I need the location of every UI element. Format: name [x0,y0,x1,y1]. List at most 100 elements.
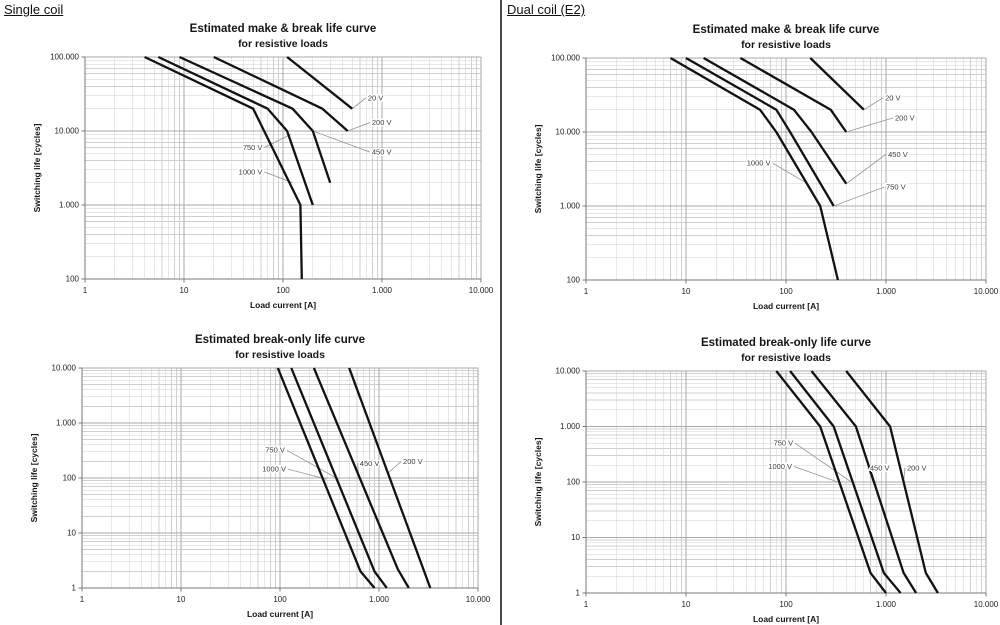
leader-line-750-v [794,442,852,483]
annotation-leaders [264,97,371,184]
chart-single-coil-make-break: 20 V 200 V 450 V 750 V 1000 V 1 10 100 1.000 10.0… [32,23,494,310]
y-tick-label: 1 [72,584,77,593]
y-tick-label: 10 [571,533,580,542]
x-tick-label: 10.000 [974,600,999,609]
x-tick-label: 100 [276,286,290,295]
y-tick-label: 100 [567,276,581,285]
chart-dual-coil-make-break: 20 V 200 V 450 V 750 V 1000 V 1 10 100 1.000 10.0… [533,24,999,311]
x-tick-label: 10 [177,595,186,604]
x-tick-label: 1.000 [876,600,897,609]
chart-dual-coil-break-only: 750 V 1000 V 450 V 200 V 1 10 100 1.000 10.000 1 1… [533,337,999,624]
curve-450-v [810,370,918,594]
x-tick-label: 1 [584,600,589,609]
x-tick-label: 1 [584,287,589,296]
curve-750-v [290,367,388,589]
x-tick-label: 1.000 [372,286,393,295]
curve-750-v [685,57,835,207]
curve-200-v [845,370,939,594]
leader-line-200-v [846,117,894,133]
y-axis-title: Switching life [cycles] [533,437,543,526]
leader-line-200-v [388,461,402,474]
axes [582,370,987,597]
curve-450-v [179,55,332,184]
x-axis-title: Load current [A] [247,609,313,619]
series-label-200-v: 200 V [403,457,423,466]
leader-line-20-v [351,97,367,110]
curve-450-v [312,367,410,589]
series-label-200-v: 200 V [372,118,392,127]
curve-1000-v [775,370,887,594]
series-label-750-v: 750 V [886,183,906,192]
series-label-450-v: 450 V [870,463,890,472]
curves [775,370,939,594]
x-axis-title: Load current [A] [250,300,316,310]
x-tick-label: 1 [83,286,88,295]
x-tick-label: 1.000 [369,595,390,604]
leader-line-750-v [833,186,885,207]
chart-title: Estimated break-only life curve [195,334,365,346]
series-label-200-v: 200 V [895,113,915,122]
x-tick-label: 1.000 [876,287,897,296]
chart-title: Estimated break-only life curve [701,337,871,349]
annotation-leaders [286,449,402,480]
leader-line-1000-v [287,468,327,480]
y-axis-title: Switching life [cycles] [29,433,39,522]
y-tick-label: 1.000 [560,202,581,211]
leader-line-1000-v [772,162,808,185]
series-label-200-v: 200 V [907,463,927,472]
curve-200-v [213,55,349,132]
chart-title: Estimated make & break life curve [190,23,377,35]
series-label-20-v: 20 V [368,93,383,102]
chart-subtitle: for resistive loads [235,349,325,361]
y-tick-label: 100 [66,275,80,284]
y-tick-label: 10.000 [55,127,80,136]
y-tick-label: 100.000 [551,54,580,63]
x-axis-title: Load current [A] [753,614,819,624]
chart-subtitle: for resistive loads [741,39,831,51]
curve-200-v [739,57,848,133]
leader-line-200-v [347,122,371,132]
curve-200-v [348,367,432,589]
leader-line-20-v [863,97,884,111]
curve-1000-v [144,55,303,280]
x-tick-label: 10.000 [469,286,494,295]
y-tick-label: 100.000 [50,53,79,62]
axes [582,57,987,284]
x-tick-label: 10.000 [466,595,491,604]
x-tick-label: 1 [80,595,85,604]
x-tick-label: 100 [779,600,793,609]
leader-line-450-v [845,153,887,185]
x-tick-label: 100 [779,287,793,296]
series-label-750-v: 750 V [774,439,794,448]
series-label-450-v: 450 V [888,150,908,159]
grid [585,57,987,281]
x-tick-label: 10 [682,287,691,296]
series-label-20-v: 20 V [885,93,900,102]
chart-subtitle: for resistive loads [741,352,831,364]
x-tick-label: 10 [180,286,189,295]
x-axis-title: Load current [A] [753,301,819,311]
y-tick-label: 10.000 [556,128,581,137]
series-label-1000-v: 1000 V [768,462,792,471]
series-label-750-v: 750 V [243,143,263,152]
curve-450-v [703,57,848,185]
y-tick-label: 1.000 [560,422,581,431]
series-label-1000-v: 1000 V [239,167,263,176]
curves [144,55,353,280]
leader-line-750-v [264,133,292,148]
x-tick-label: 10.000 [974,287,999,296]
series-label-450-v: 450 V [372,148,392,157]
y-tick-label: 100 [63,474,77,483]
chart-single-coil-break-only: 750 V 1000 V 450 V 200 V 1 10 100 1.000 10.000 1 1… [29,334,491,619]
series-label-1000-v: 1000 V [262,465,286,474]
y-tick-label: 1 [576,589,581,598]
y-axis-title: Switching life [cycles] [533,124,543,213]
grid [585,370,987,594]
curve-20-v [809,57,865,111]
leader-line-1000-v [793,466,839,483]
chart-subtitle: for resistive loads [238,38,328,50]
series-label-1000-v: 1000 V [747,159,771,168]
series-label-750-v: 750 V [265,446,285,455]
x-tick-label: 10 [682,600,691,609]
